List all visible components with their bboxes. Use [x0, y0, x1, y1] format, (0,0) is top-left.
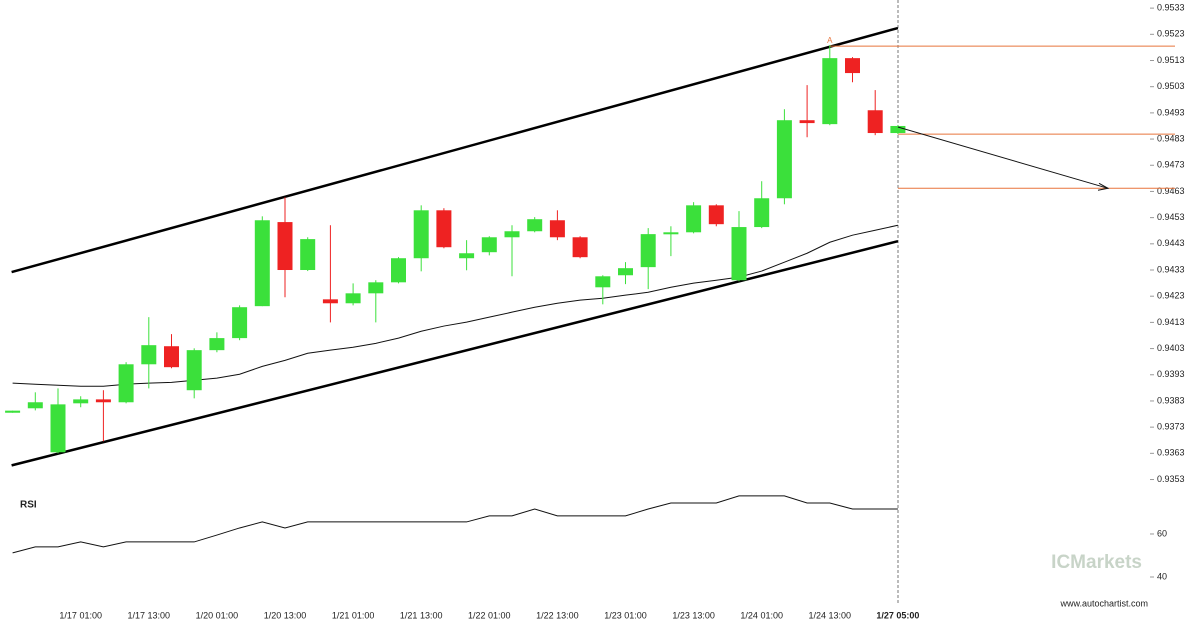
candle-body	[572, 237, 588, 258]
rsi-title: RSI	[20, 500, 37, 511]
arrow-head	[1097, 182, 1110, 191]
y-tick-label: 0.9473	[1157, 160, 1185, 170]
x-tick-label: 1/24 13:00	[809, 610, 852, 620]
candle-body	[254, 220, 270, 307]
rsi-line	[12, 495, 898, 554]
candle-body	[663, 232, 679, 235]
candle-body	[799, 120, 815, 124]
y-tick-label: 0.9503	[1157, 81, 1185, 91]
y-tick-label: 0.9423	[1157, 291, 1185, 301]
x-tick-label: 1/24 01:00	[740, 610, 783, 620]
candle-body	[368, 282, 384, 294]
y-tick-label: 0.9483	[1157, 133, 1185, 143]
candle-body	[822, 58, 838, 125]
candle-body	[277, 222, 293, 271]
candle-body	[640, 234, 656, 268]
candle-body	[459, 253, 475, 259]
candle-body	[118, 364, 134, 403]
y-tick-label: 40	[1157, 571, 1167, 581]
y-tick-label: 0.9353	[1157, 474, 1185, 484]
candle-body	[27, 402, 43, 409]
candle-body	[867, 110, 883, 134]
x-tick-label: 1/20 01:00	[196, 610, 239, 620]
x-tick-label: 1/17 13:00	[128, 610, 171, 620]
watermark: ICMarkets	[1051, 552, 1142, 573]
candle-body	[186, 350, 202, 391]
y-tick-label: 0.9393	[1157, 369, 1185, 379]
x-tick-label: 1/27 05:00	[876, 610, 919, 620]
y-tick-label: 0.9373	[1157, 422, 1185, 432]
candle-body	[300, 239, 316, 271]
x-tick-label: 1/22 13:00	[536, 610, 579, 620]
candle-body	[618, 268, 633, 276]
candle-body	[504, 231, 520, 238]
x-tick-label: 1/23 01:00	[604, 610, 647, 620]
y-tick-label: 0.9403	[1157, 343, 1185, 353]
y-tick-label: 0.9463	[1157, 186, 1185, 196]
candle-body	[73, 399, 89, 404]
y-tick-label: 0.9513	[1157, 55, 1185, 65]
candle-body	[391, 258, 406, 283]
candle-body	[345, 293, 361, 304]
candle-body	[549, 220, 565, 238]
y-tick-label: 0.9443	[1157, 238, 1185, 248]
candle-body	[890, 125, 906, 134]
candle-body	[5, 410, 21, 413]
channel-line	[11, 239, 899, 467]
x-tick-label: 1/21 13:00	[400, 610, 443, 620]
candle-body	[845, 58, 860, 74]
candle-body	[481, 237, 497, 253]
y-tick-label: 60	[1157, 528, 1167, 538]
candle-body	[141, 345, 157, 365]
pattern-marker: A	[827, 36, 833, 45]
footer: www.autochartist.com	[1059, 598, 1148, 608]
candle-body	[164, 346, 179, 368]
y-tick-label: 0.9453	[1157, 212, 1185, 222]
candle-body	[436, 210, 452, 248]
candle-body	[95, 399, 111, 403]
moving-average	[12, 224, 899, 387]
y-tick-label: 0.9363	[1157, 448, 1185, 458]
candle-body	[50, 404, 66, 453]
forecast-arrow	[897, 126, 1109, 189]
candle-body	[232, 307, 248, 339]
candle-body	[413, 210, 429, 259]
channel-line	[11, 26, 899, 274]
candle-body	[595, 276, 611, 288]
candle-body	[209, 338, 225, 351]
y-tick-label: 0.9533	[1157, 2, 1185, 12]
y-tick-label: 0.9493	[1157, 107, 1185, 117]
x-tick-label: 1/17 01:00	[59, 610, 102, 620]
candle-body	[731, 227, 747, 281]
x-tick-label: 1/23 13:00	[672, 610, 715, 620]
candle-body	[686, 205, 702, 233]
y-tick-label: 0.9383	[1157, 395, 1185, 405]
y-tick-label: 0.9433	[1157, 264, 1185, 274]
x-tick-label: 1/21 01:00	[332, 610, 375, 620]
y-tick-label: 0.9523	[1157, 29, 1185, 39]
candle-body	[754, 198, 770, 228]
candle-body	[322, 299, 338, 304]
x-tick-label: 1/22 01:00	[468, 610, 511, 620]
candle-body	[776, 120, 792, 199]
y-tick-label: 0.9413	[1157, 317, 1185, 327]
x-tick-label: 1/20 13:00	[264, 610, 307, 620]
candle-body	[527, 219, 543, 232]
candle-body	[708, 205, 724, 225]
